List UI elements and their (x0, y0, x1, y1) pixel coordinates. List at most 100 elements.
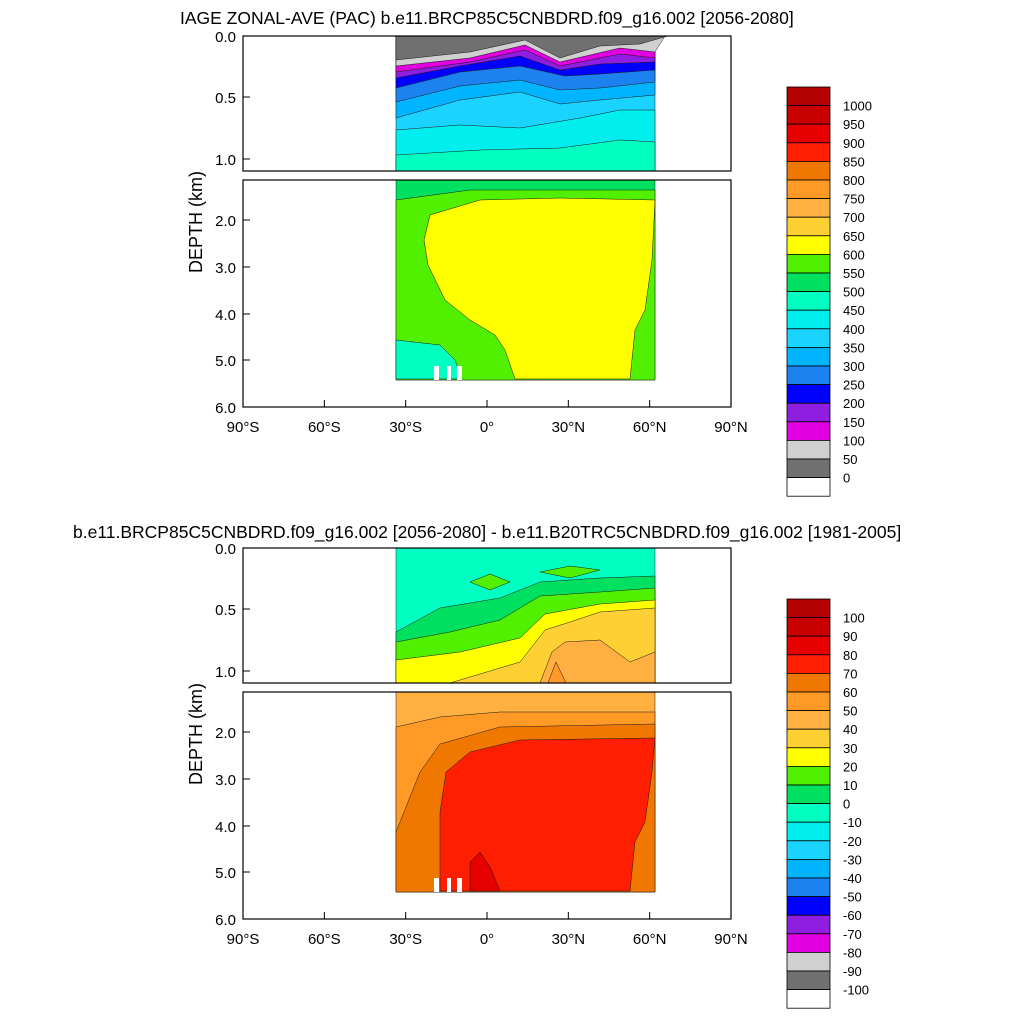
x-tick-label: 60°N (633, 419, 667, 436)
colorbar-box (786, 989, 831, 1009)
topography-gap (457, 366, 462, 380)
colorbar-box (786, 291, 831, 311)
colorbar-label: 700 (843, 210, 865, 225)
upper-field (395, 36, 669, 171)
colorbar-box (786, 747, 831, 767)
colorbar-box (786, 86, 831, 107)
colorbar-box (786, 803, 831, 823)
colorbar-box (786, 253, 831, 274)
colorbar-box (786, 840, 831, 860)
y-tick-label: 4.0 (215, 819, 236, 836)
colorbar-box (786, 105, 831, 125)
colorbar-box (786, 952, 831, 972)
contour-band (395, 36, 669, 61)
colorbar-box (786, 328, 831, 348)
contour-band (539, 565, 601, 579)
colorbar-label: -30 (843, 852, 862, 867)
colorbar-label: 600 (843, 247, 865, 262)
y-axis-label: DEPTH (km) (186, 171, 206, 273)
colorbar-box (786, 198, 831, 218)
colorbar-label: 300 (843, 359, 865, 374)
colorbar-label: 350 (843, 340, 865, 355)
x-tick-label: 60°S (308, 931, 341, 948)
colorbar-box (786, 384, 831, 404)
colorbar-label: 50 (843, 704, 857, 719)
y-tick-label: 0.0 (215, 29, 236, 46)
colorbar-label: 0 (843, 471, 850, 486)
y-tick-label: 0.0 (215, 541, 236, 558)
x-tick-label: 90°S (227, 931, 260, 948)
colorbar-box (786, 673, 831, 693)
colorbar-label: 100 (843, 611, 865, 626)
colorbar-label: 50 (843, 452, 857, 467)
colorbar-label: 80 (843, 648, 857, 663)
colorbar-box (786, 933, 831, 953)
colorbar-label: 30 (843, 741, 857, 756)
contour-band (469, 851, 501, 892)
colorbar-box (786, 766, 831, 786)
colorbar-label: 60 (843, 685, 857, 700)
y-tick-label: 5.0 (215, 353, 236, 370)
y-tick-label: 5.0 (215, 865, 236, 882)
topography-gap (447, 878, 451, 892)
colorbar-label: 850 (843, 154, 865, 169)
contour-band (439, 737, 656, 892)
y-tick-label: 0.5 (215, 90, 236, 107)
colorbar-label: 40 (843, 722, 857, 737)
topography-gap (447, 366, 451, 380)
colorbar-box (786, 272, 831, 293)
y-tick-label: 1.0 (215, 664, 236, 681)
upper-field (395, 548, 656, 683)
chart-title-age: IAGE ZONAL-AVE (PAC) b.e11.BRCP85C5CNBDR… (180, 8, 794, 28)
colorbar-box (786, 821, 831, 842)
colorbar-box (786, 877, 831, 898)
colorbar-box (786, 598, 831, 619)
colorbar-label: 0 (843, 797, 850, 812)
colorbar-box (786, 477, 831, 497)
colorbar-label: -50 (843, 890, 862, 905)
contour-band (423, 197, 656, 380)
colorbar-label: -80 (843, 945, 862, 960)
colorbar-label: 500 (843, 285, 865, 300)
colorbar-box (786, 235, 831, 255)
y-axis-label: DEPTH (km) (186, 683, 206, 785)
upper-frame (242, 547, 732, 684)
colorbar-label: 550 (843, 266, 865, 281)
topography-gap (457, 878, 462, 892)
colorbar-label: 200 (843, 396, 865, 411)
lower-field (395, 180, 656, 381)
x-tick-label: 90°N (714, 419, 748, 436)
y-tick-label: 1.0 (215, 152, 236, 169)
chart-panel-0: 0.0 0.5 1.0 2.0 3.0 4.0 5.0 6.0 90°S 60°S 30°S 0° 30… (186, 29, 872, 497)
colorbar-label: 250 (843, 378, 865, 393)
y-tick-label: 3.0 (215, 772, 236, 789)
colorbar-box (786, 458, 831, 479)
y-tick-label: 2.0 (215, 725, 236, 742)
colorbar-label: -90 (843, 964, 862, 979)
colorbar-label: 70 (843, 666, 857, 681)
colorbar-box (786, 914, 831, 935)
colorbar-box (786, 654, 831, 674)
y-tick-label: 4.0 (215, 307, 236, 324)
colorbar-label: -60 (843, 908, 862, 923)
chart-title-difference: b.e11.BRCP85C5CNBDRD.f09_g16.002 [2056-2… (73, 522, 902, 542)
colorbar-box (786, 896, 831, 916)
lower-field (395, 692, 656, 893)
y-tick-label: 3.0 (215, 260, 236, 277)
topography-gap (434, 878, 439, 892)
colorbar-box (786, 421, 831, 441)
y-tick-label: 6.0 (215, 400, 236, 417)
colorbar-label: 1000 (843, 99, 872, 114)
colorbar-box (786, 691, 831, 712)
x-tick-label: 60°N (633, 931, 667, 948)
x-tick-label: 30°N (552, 419, 586, 436)
colorbar-box (786, 710, 831, 730)
colorbar-box (786, 179, 831, 200)
x-tick-label: 30°S (389, 931, 422, 948)
colorbar-label: 900 (843, 136, 865, 151)
colorbar-label: 650 (843, 229, 865, 244)
colorbar-label: -70 (843, 927, 862, 942)
x-tick-label: 60°S (308, 419, 341, 436)
contour-band (469, 573, 511, 591)
